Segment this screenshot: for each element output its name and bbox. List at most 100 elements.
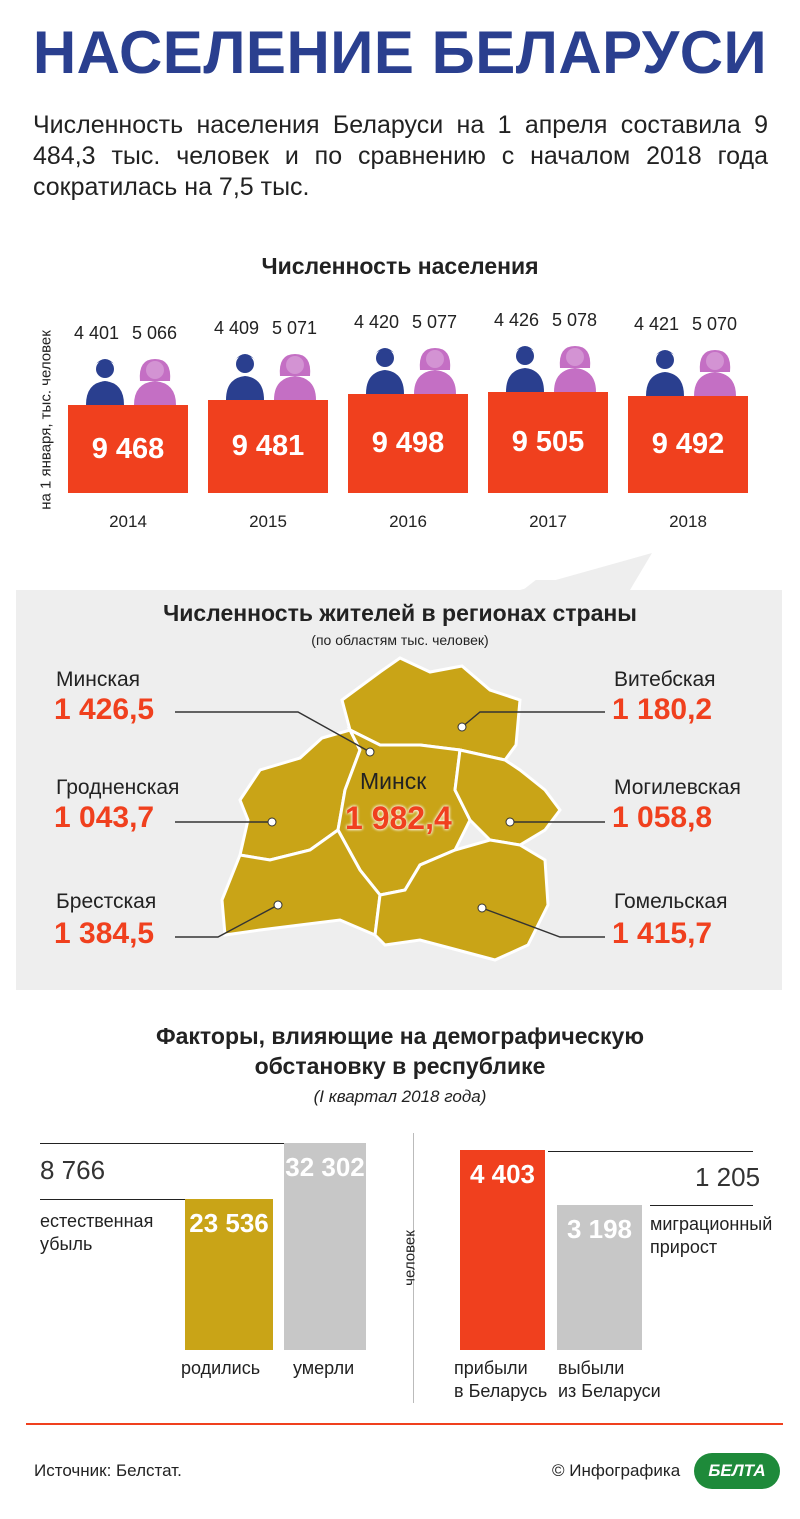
male-icon <box>86 359 124 405</box>
population-year-label: 2014 <box>109 512 147 531</box>
region-brest-value: 1 384,5 <box>54 917 155 950</box>
factors-heading-line1: Факторы, влияющие на демографическую <box>156 1023 644 1049</box>
male-icon <box>646 350 684 397</box>
region-brest-name: Брестская <box>56 890 157 913</box>
region-grodno-value: 1 043,7 <box>54 801 155 834</box>
died-bar: 32 302 <box>284 1143 366 1350</box>
arrived-bar-value: 4 403 <box>469 1159 536 1189</box>
migration-axis-wrap: человек <box>398 1208 422 1308</box>
dot-brest <box>273 900 283 910</box>
left-bar: 3 198 <box>557 1204 642 1350</box>
dot-grodno <box>267 817 277 827</box>
population-year-label: 2017 <box>529 512 567 531</box>
male-count: 4 421 <box>634 314 680 335</box>
population-bar: 9 505 <box>488 391 608 493</box>
dot-mogilev <box>505 817 515 827</box>
factors-heading-line2: обстановку в республике <box>254 1053 546 1079</box>
region-gomel-value: 1 415,7 <box>612 917 713 950</box>
leader-vitebsk <box>461 711 605 728</box>
born-label: родились <box>181 1358 261 1378</box>
female-icon <box>554 345 596 392</box>
leader-brest <box>175 904 279 938</box>
male-icon <box>226 354 264 401</box>
male-female-icon <box>646 350 736 397</box>
migration-diff-label-1: миграционный <box>650 1214 773 1234</box>
population-bar: 9 492 <box>628 396 748 493</box>
male-count: 4 401 <box>74 323 120 343</box>
region-minsk-value: 1 426,5 <box>54 693 155 726</box>
male-female-icon <box>366 348 456 395</box>
map-gomel <box>373 838 550 962</box>
male-icon <box>366 348 404 395</box>
region-grodno-name: Гродненская <box>56 776 180 799</box>
population-bar: 9 498 <box>348 394 468 493</box>
population-year-label: 2016 <box>389 512 427 531</box>
natural-bottom-line <box>40 1199 185 1200</box>
died-label: умерли <box>293 1358 355 1378</box>
region-vitebsk-value: 1 180,2 <box>612 693 713 726</box>
dot-gomel <box>477 903 487 913</box>
female-count: 5 078 <box>552 309 598 330</box>
migration-diff-value: 1 205 <box>695 1162 761 1192</box>
female-count: 5 066 <box>132 323 178 343</box>
region-gomel-name: Гомельская <box>614 890 728 913</box>
arrived-label-2: в Беларусь <box>454 1381 548 1401</box>
population-bar: 9 468 <box>68 405 188 493</box>
panel-pointer <box>0 553 800 593</box>
natural-diff-label-2: убыль <box>40 1234 93 1254</box>
page-title: НАСЕЛЕНИЕ БЕЛАРУСИ <box>32 19 768 86</box>
factors-period: (I квартал 2018 года) <box>313 1087 487 1106</box>
population-bar: 9 481 <box>208 400 328 493</box>
left-label-2: из Беларуси <box>558 1381 661 1401</box>
migration-bottom-line <box>650 1205 753 1206</box>
migration-diff-label-2: прирост <box>650 1237 718 1257</box>
died-bar-value: 32 302 <box>285 1152 365 1182</box>
male-count: 4 426 <box>494 309 540 330</box>
region-mogilev-name: Могилевская <box>614 776 741 799</box>
born-bar-value: 23 536 <box>189 1208 269 1239</box>
pointer-triangle <box>520 553 652 590</box>
dot-minsk-region <box>365 747 375 757</box>
region-minsk-name: Минская <box>56 668 141 691</box>
regions-subheading: (по областям тыс. человек) <box>311 632 489 648</box>
population-heading: Численность населения <box>261 253 539 279</box>
male-count: 4 409 <box>214 318 260 339</box>
regions-heading: Численность жителей в регионах страны <box>163 600 637 626</box>
born-bar: 23 536 <box>185 1199 273 1350</box>
belta-logo: БЕЛТА <box>694 1453 780 1489</box>
panel-pointer-svg <box>520 553 652 590</box>
natural-top-line <box>40 1143 365 1144</box>
female-icon <box>134 359 176 405</box>
female-icon <box>274 354 316 401</box>
dot-vitebsk <box>457 722 467 732</box>
female-count: 5 070 <box>692 314 738 335</box>
female-count: 5 071 <box>272 318 318 339</box>
intro-text: Численность населения Беларуси на 1 апре… <box>33 111 768 201</box>
belarus-map <box>175 656 605 962</box>
migration-axis-label: человек <box>401 1230 419 1286</box>
leader-minsk-region <box>175 711 371 753</box>
region-vitebsk-name: Витебская <box>614 668 716 691</box>
arrived-bar: 4 403 <box>460 1150 545 1350</box>
source-text: Источник: Белстат. <box>34 1461 182 1480</box>
male-female-icon <box>226 354 316 401</box>
natural-diff-value: 8 766 <box>40 1155 106 1185</box>
female-count: 5 077 <box>412 312 458 333</box>
city-minsk-name: Минск <box>360 768 427 794</box>
population-year-label: 2015 <box>249 512 287 531</box>
footer-divider <box>26 1423 783 1425</box>
female-icon <box>414 348 456 395</box>
left-label-1: выбыли <box>558 1358 625 1378</box>
male-count: 4 420 <box>354 312 400 333</box>
female-icon <box>694 350 736 397</box>
city-minsk-value: 1 982,4 <box>345 800 452 836</box>
credit-text: © Инфографика <box>552 1461 681 1480</box>
male-female-icon <box>86 359 176 405</box>
region-mogilev-value: 1 058,8 <box>612 801 713 834</box>
population-year-label: 2018 <box>669 512 707 531</box>
map-mogilev <box>453 748 562 847</box>
leader-gomel <box>481 907 605 938</box>
migration-top-line <box>548 1151 753 1152</box>
male-icon <box>506 345 544 392</box>
arrived-label-1: прибыли <box>454 1358 528 1378</box>
